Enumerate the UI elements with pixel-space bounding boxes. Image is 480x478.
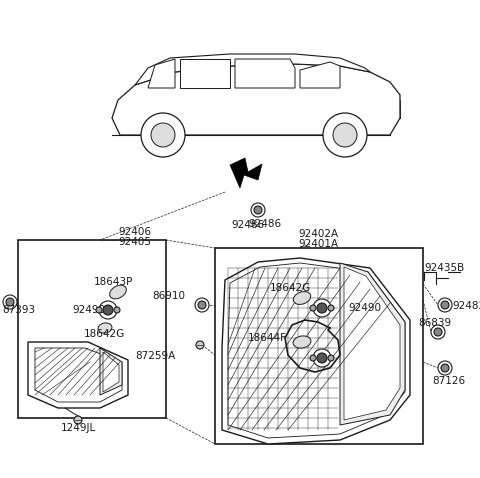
Ellipse shape (98, 323, 112, 333)
Polygon shape (112, 64, 400, 135)
Text: 92406: 92406 (118, 227, 151, 237)
Circle shape (6, 298, 14, 306)
Polygon shape (148, 59, 175, 88)
Circle shape (313, 299, 331, 317)
Circle shape (310, 355, 316, 361)
Circle shape (103, 305, 113, 315)
Polygon shape (344, 267, 400, 420)
Polygon shape (300, 62, 340, 88)
Text: 87393: 87393 (2, 305, 35, 315)
Text: 87126: 87126 (432, 376, 465, 386)
Circle shape (251, 203, 265, 217)
Circle shape (74, 416, 82, 424)
Circle shape (333, 123, 357, 147)
Text: 18642G: 18642G (84, 329, 125, 339)
Circle shape (195, 298, 209, 312)
Circle shape (151, 123, 175, 147)
Text: 92401A: 92401A (298, 239, 338, 249)
Text: 86839: 86839 (418, 318, 451, 328)
Polygon shape (235, 59, 295, 88)
Polygon shape (103, 352, 119, 392)
Bar (215, 248, 423, 444)
Circle shape (310, 305, 316, 311)
Text: 18642G: 18642G (270, 283, 311, 293)
Bar (18, 240, 166, 418)
Circle shape (313, 349, 331, 367)
Circle shape (438, 298, 452, 312)
Text: 92402A: 92402A (298, 229, 338, 239)
Circle shape (96, 307, 102, 313)
Text: 92405: 92405 (118, 237, 151, 247)
Circle shape (3, 295, 17, 309)
Text: 1249JL: 1249JL (60, 423, 96, 433)
Text: 92490B: 92490B (72, 305, 112, 315)
Polygon shape (340, 263, 405, 425)
Circle shape (441, 301, 449, 309)
Polygon shape (222, 258, 410, 444)
Text: 92435B: 92435B (424, 263, 464, 273)
Polygon shape (230, 158, 262, 188)
Polygon shape (100, 348, 122, 395)
Text: 92486: 92486 (248, 219, 281, 229)
Polygon shape (180, 59, 230, 88)
Ellipse shape (293, 292, 311, 304)
Circle shape (323, 113, 367, 157)
Text: 87259A: 87259A (136, 351, 176, 361)
Text: 92490: 92490 (348, 303, 381, 313)
Circle shape (141, 113, 185, 157)
Polygon shape (135, 54, 370, 85)
Circle shape (99, 301, 117, 319)
Circle shape (328, 355, 334, 361)
Text: 18643P: 18643P (94, 277, 133, 287)
Polygon shape (228, 263, 405, 438)
Ellipse shape (109, 285, 126, 299)
Circle shape (114, 307, 120, 313)
Polygon shape (35, 348, 122, 402)
Text: 92486: 92486 (231, 220, 264, 230)
Circle shape (317, 353, 327, 363)
Circle shape (198, 301, 206, 309)
Circle shape (317, 303, 327, 313)
Text: 18644F: 18644F (248, 333, 287, 343)
Polygon shape (28, 342, 128, 408)
Circle shape (438, 361, 452, 375)
Circle shape (196, 341, 204, 349)
Circle shape (254, 206, 262, 214)
Circle shape (328, 305, 334, 311)
Text: 86910: 86910 (152, 291, 185, 301)
Circle shape (441, 364, 449, 372)
Circle shape (434, 328, 442, 336)
Text: 92482: 92482 (452, 301, 480, 311)
Circle shape (431, 325, 445, 339)
Ellipse shape (293, 336, 311, 348)
